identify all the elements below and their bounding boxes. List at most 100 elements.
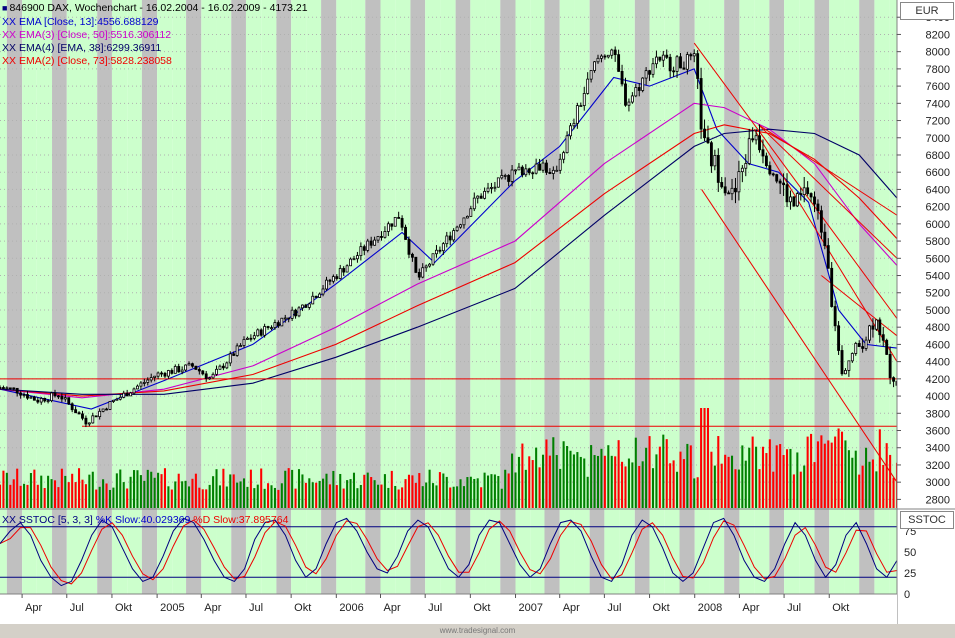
volume-bar (737, 469, 740, 508)
volume-bar (638, 465, 641, 508)
volume-bar (322, 478, 325, 508)
x-tick-label: Okt (294, 602, 311, 614)
volume-bar (517, 456, 520, 508)
volume-bar (834, 436, 837, 508)
month-band (470, 0, 486, 594)
candle-body (747, 138, 751, 164)
month-band (634, 0, 650, 594)
volume-bar (143, 480, 146, 508)
volume-bar (596, 455, 600, 508)
volume-bar (263, 488, 266, 508)
candle-body (545, 162, 548, 173)
candle-body (118, 396, 122, 400)
candle-body (462, 217, 466, 226)
volume-bar (397, 489, 400, 508)
volume-bar (242, 478, 246, 508)
candle-body (166, 370, 170, 377)
candle-body (709, 142, 713, 167)
watermark: www.tradesignal.com (439, 626, 516, 635)
volume-bar (74, 482, 77, 508)
volume-bar (758, 469, 761, 508)
stoch-legend: XX SSTOC [5, 3, 3] %K Slow:40.029369 %D … (2, 514, 288, 527)
volume-bar (81, 479, 84, 508)
candle-body (414, 256, 418, 273)
candle-body (252, 335, 256, 339)
month-band (664, 0, 680, 594)
candle-body (163, 372, 167, 377)
month-band (157, 0, 173, 594)
volume-bar (153, 477, 156, 508)
candle-body (496, 177, 500, 188)
volume-bar (205, 489, 208, 508)
price-tick-label: 2800 (926, 494, 950, 506)
candle-body (0, 387, 2, 389)
candle-body (132, 388, 136, 394)
volume-bar (332, 470, 335, 508)
candle-body (60, 395, 64, 400)
volume-bar (270, 485, 273, 508)
candle-body (142, 382, 146, 384)
candle-body (208, 377, 212, 380)
volume-bar (607, 445, 610, 508)
volume-bar (861, 465, 864, 508)
volume-bar (469, 476, 472, 508)
volume-bar (882, 464, 885, 508)
volume-bar (308, 478, 311, 508)
x-tick-label: Jul (607, 602, 621, 614)
volume-bar (160, 474, 163, 508)
volume-bar (579, 456, 582, 508)
candle-body (404, 226, 407, 240)
volume-bar (662, 434, 665, 508)
candle-body (153, 375, 157, 378)
candle-body (376, 236, 380, 241)
volume-bar (631, 462, 634, 508)
volume-bar (133, 470, 136, 508)
candle-body (46, 400, 50, 403)
candle-body (170, 370, 174, 374)
month-band (709, 0, 725, 594)
volume-bar (57, 487, 60, 508)
x-tick-label: Jul (428, 602, 442, 614)
volume-bar (576, 452, 579, 508)
price-tick-label: 7000 (926, 133, 950, 145)
volume-bar (868, 461, 871, 508)
price-tick-label: 6400 (926, 184, 950, 196)
candle-body (318, 293, 322, 298)
volume-bar (816, 441, 819, 508)
price-tick-label: 7200 (926, 116, 950, 128)
candle-body (648, 70, 651, 75)
month-band (111, 0, 128, 594)
volume-bar (796, 452, 799, 508)
candle-body (792, 196, 796, 207)
volume-bar (830, 442, 833, 508)
candle-body (32, 396, 36, 401)
volume-bar (514, 472, 517, 508)
volume-bar (627, 458, 630, 508)
volume-bar (744, 460, 747, 508)
stoch-tick-label: 0 (904, 589, 910, 601)
volume-bar (387, 487, 390, 508)
candle-body (799, 193, 803, 195)
candle-body (53, 392, 57, 397)
volume-bar (459, 479, 462, 508)
volume-bar (373, 480, 376, 508)
volume-bar (493, 474, 496, 508)
volume-bar (641, 461, 644, 508)
candle-body (744, 163, 748, 169)
volume-bar (789, 448, 792, 508)
candle-body (22, 394, 26, 396)
candle-body (778, 180, 782, 184)
month-band (859, 0, 875, 594)
volume-bar (486, 475, 490, 508)
month-band (22, 0, 37, 594)
candle-body (840, 350, 844, 375)
candle-body (534, 163, 538, 174)
legend-mark: XX (2, 16, 17, 28)
candle-body (8, 387, 12, 390)
candle-body (699, 78, 703, 130)
candle-body (582, 93, 586, 106)
volume-bar (129, 476, 132, 508)
candle-body (868, 325, 871, 341)
volume-bar (370, 477, 373, 508)
